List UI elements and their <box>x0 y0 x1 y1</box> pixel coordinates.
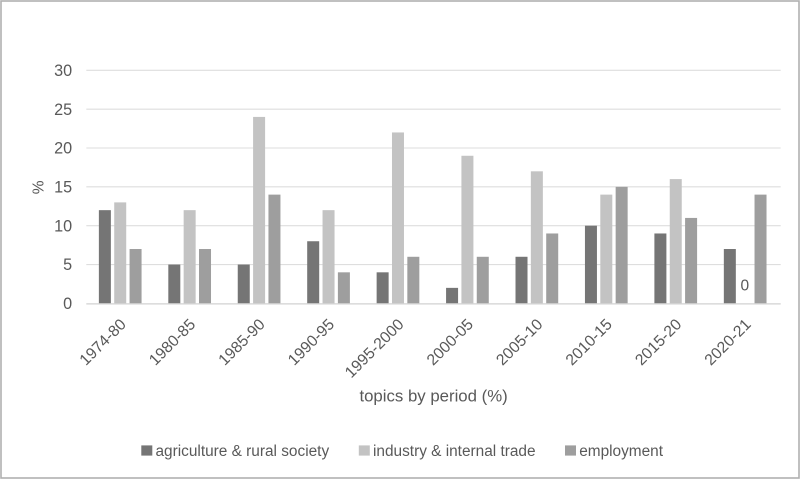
svg-text:5: 5 <box>63 256 72 274</box>
svg-text:2020-21: 2020-21 <box>702 316 755 369</box>
svg-text:2015-20: 2015-20 <box>632 316 685 369</box>
svg-text:1980-85: 1980-85 <box>146 316 199 369</box>
svg-text:agriculture & rural society: agriculture & rural society <box>156 443 330 460</box>
svg-text:2000-05: 2000-05 <box>424 316 477 369</box>
svg-text:25: 25 <box>54 101 72 119</box>
svg-text:15: 15 <box>54 178 72 196</box>
svg-text:0: 0 <box>740 278 749 295</box>
svg-text:topics by period (%): topics by period (%) <box>359 387 507 406</box>
svg-text:1974-80: 1974-80 <box>77 316 130 369</box>
svg-text:%: % <box>31 180 48 194</box>
svg-text:10: 10 <box>54 217 72 235</box>
svg-text:2010-15: 2010-15 <box>563 316 616 369</box>
svg-text:0: 0 <box>63 295 72 313</box>
svg-text:1985-90: 1985-90 <box>216 316 269 369</box>
svg-text:employment: employment <box>579 443 664 460</box>
svg-text:2005-10: 2005-10 <box>493 316 546 369</box>
svg-text:1995-2000: 1995-2000 <box>342 316 408 382</box>
svg-text:industry & internal trade: industry & internal trade <box>373 443 536 460</box>
svg-text:30: 30 <box>54 62 72 80</box>
svg-text:20: 20 <box>54 140 72 158</box>
svg-text:1990-95: 1990-95 <box>285 316 338 369</box>
